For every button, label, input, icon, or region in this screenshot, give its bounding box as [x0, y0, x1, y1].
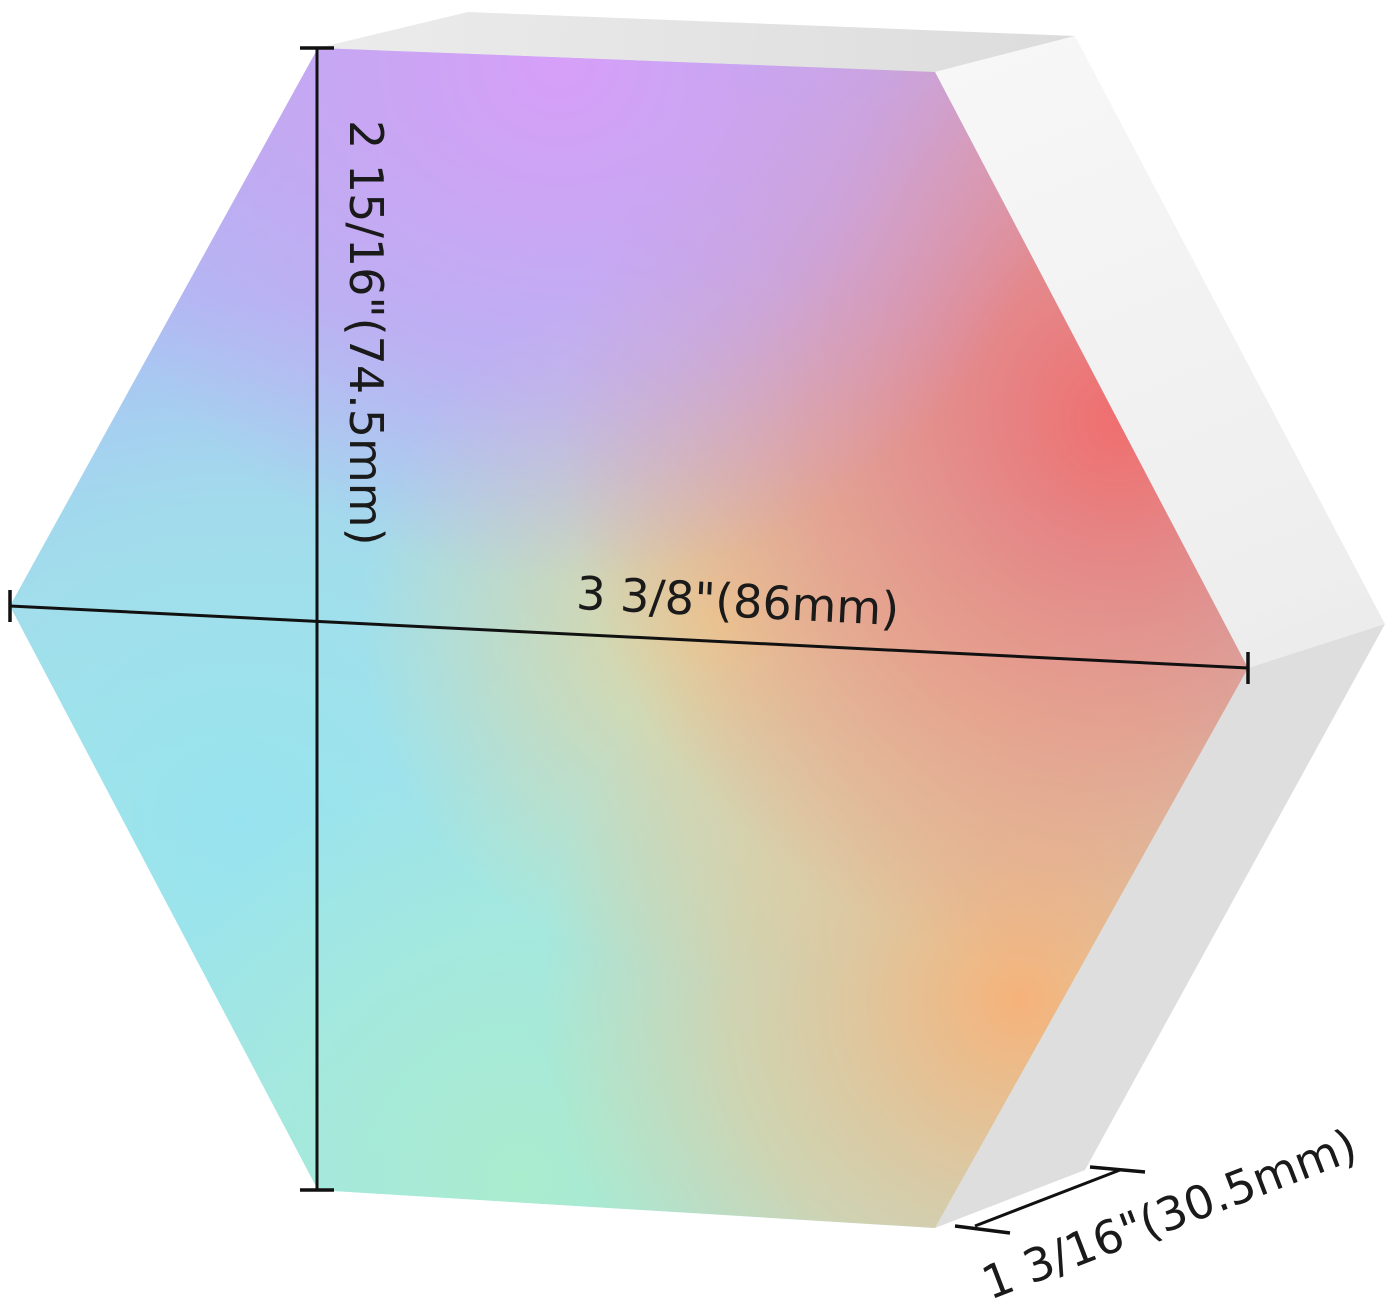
- panel-side-lower: [935, 624, 1385, 1228]
- height-dimension: [300, 46, 334, 1192]
- depth-dimension: [954, 1165, 1146, 1235]
- height-label: 2 15/16"(74.5mm): [339, 120, 393, 546]
- width-dimension: [8, 590, 1250, 684]
- panel-top-edge: [318, 12, 1075, 72]
- panel-side-upper: [935, 36, 1385, 668]
